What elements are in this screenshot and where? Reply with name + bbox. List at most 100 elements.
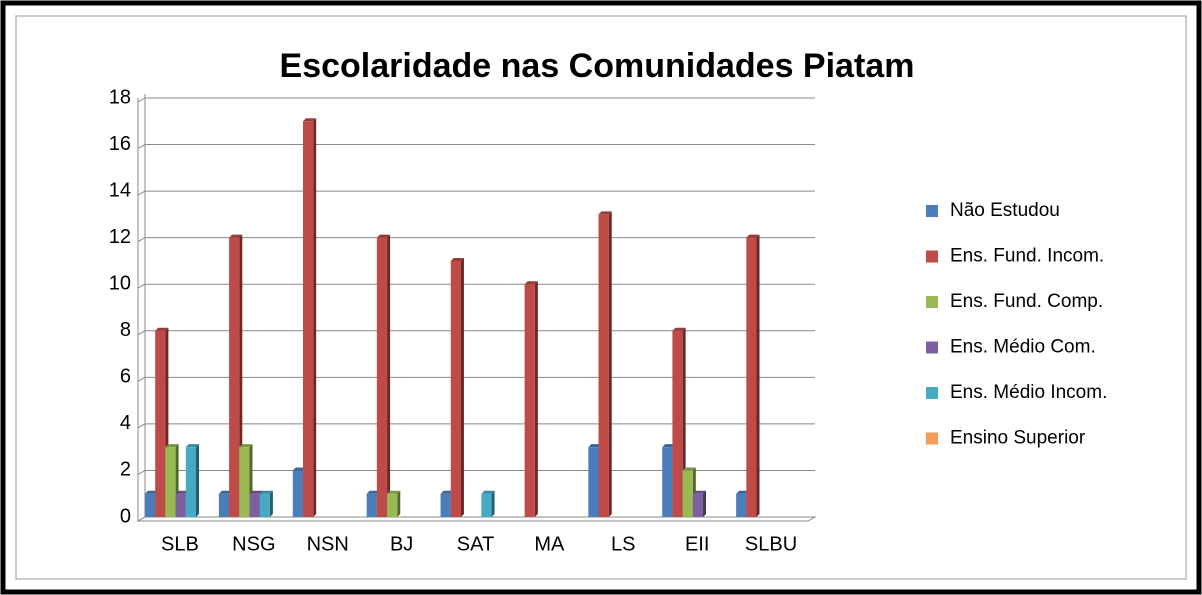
bar-side (756, 234, 760, 517)
grid-line (137, 470, 146, 475)
bar (450, 260, 461, 517)
bar-top (175, 490, 189, 494)
legend-label: Ens. Fund. Incom. (950, 246, 1104, 267)
bar (672, 330, 683, 517)
bar (229, 237, 240, 517)
bar-top (662, 444, 676, 448)
bar (259, 493, 270, 517)
bar-side (703, 490, 707, 517)
bar-top (302, 118, 317, 122)
chart-border (15, 15, 1187, 580)
bar-side (397, 490, 401, 517)
bar-side (387, 234, 391, 517)
bar (746, 237, 757, 517)
bar-top (376, 234, 391, 238)
legend-label: Ens. Médio Incom. (950, 382, 1107, 403)
grid-line (137, 97, 146, 103)
y-tick-label: 14 (109, 179, 131, 201)
bar-top (229, 234, 243, 238)
bar-top (746, 234, 760, 238)
bar-top (450, 257, 464, 261)
y-tick-label: 8 (120, 319, 131, 341)
bar-top (672, 327, 686, 331)
bar (175, 493, 186, 517)
bar-top (366, 490, 380, 494)
bar (440, 493, 451, 517)
bar-side (534, 281, 538, 517)
legend-swatch (926, 341, 938, 354)
bar (218, 493, 230, 517)
y-tick-label: 16 (109, 133, 131, 155)
bar (165, 447, 176, 517)
floor (136, 516, 817, 522)
chart-title: Escolaridade nas Comunidades Piatam (280, 47, 915, 85)
grid-line (137, 144, 146, 149)
legend-swatch (926, 205, 938, 217)
bar (185, 447, 196, 517)
y-tick-label: 6 (120, 366, 131, 388)
grid-line (137, 283, 146, 289)
grid-line (137, 237, 146, 243)
bar (292, 470, 303, 517)
bar (155, 330, 166, 517)
grid-line (137, 330, 146, 336)
bar-top (145, 490, 159, 494)
bar-side (269, 490, 273, 517)
x-tick-label: SAT (457, 533, 494, 555)
bar (598, 214, 609, 517)
bar-top (165, 444, 179, 448)
legend-label: Não Estudou (950, 200, 1060, 221)
x-tick-label: SLB (161, 533, 199, 555)
x-tick-label: LS (611, 533, 635, 555)
grid-line (137, 376, 146, 382)
bar-side (196, 444, 199, 517)
bar-top (239, 444, 253, 448)
bar (481, 493, 492, 517)
legend-swatch (926, 387, 938, 399)
bar-top (682, 467, 696, 471)
bar (682, 470, 693, 517)
bar-top (692, 490, 707, 494)
x-tick-label: NSN (307, 533, 349, 555)
bar-side (460, 257, 464, 517)
y-tick-label: 4 (120, 412, 131, 434)
bar-top (185, 444, 199, 448)
legend-label: Ens. Fund. Comp. (950, 291, 1103, 312)
legend-swatch (926, 296, 938, 308)
bar-top (292, 467, 306, 471)
bar (145, 493, 156, 517)
bar (387, 493, 398, 517)
y-tick-label: 12 (109, 226, 131, 248)
grid-line (137, 423, 146, 429)
bar-top (481, 490, 495, 494)
bar (302, 121, 314, 518)
bar-side (608, 211, 612, 517)
x-tick-label: BJ (390, 533, 413, 555)
bar-top (218, 490, 233, 494)
bar (736, 493, 747, 517)
bar (239, 447, 250, 517)
y-tick-label: 10 (109, 273, 131, 295)
bar-top (387, 490, 401, 494)
legend-swatch (926, 250, 938, 263)
bar-top (524, 281, 538, 285)
bar-top (598, 211, 612, 215)
legend-label: Ens. Médio Com. (950, 337, 1096, 358)
x-tick-label: EII (685, 533, 709, 555)
y-tick-label: 18 (109, 86, 131, 108)
bar (249, 493, 260, 517)
bar (524, 284, 535, 517)
bar-top (259, 490, 273, 494)
bar (662, 447, 673, 517)
bar-side (491, 490, 495, 517)
bar (588, 447, 599, 517)
x-tick-label: SLBU (745, 533, 797, 555)
grid-line (137, 190, 146, 196)
legend-swatch (926, 432, 938, 445)
bar-top (588, 444, 602, 448)
y-tick-label: 0 (120, 505, 131, 527)
x-tick-label: MA (534, 533, 565, 555)
bar-top (440, 490, 454, 494)
bar-top (155, 327, 169, 331)
